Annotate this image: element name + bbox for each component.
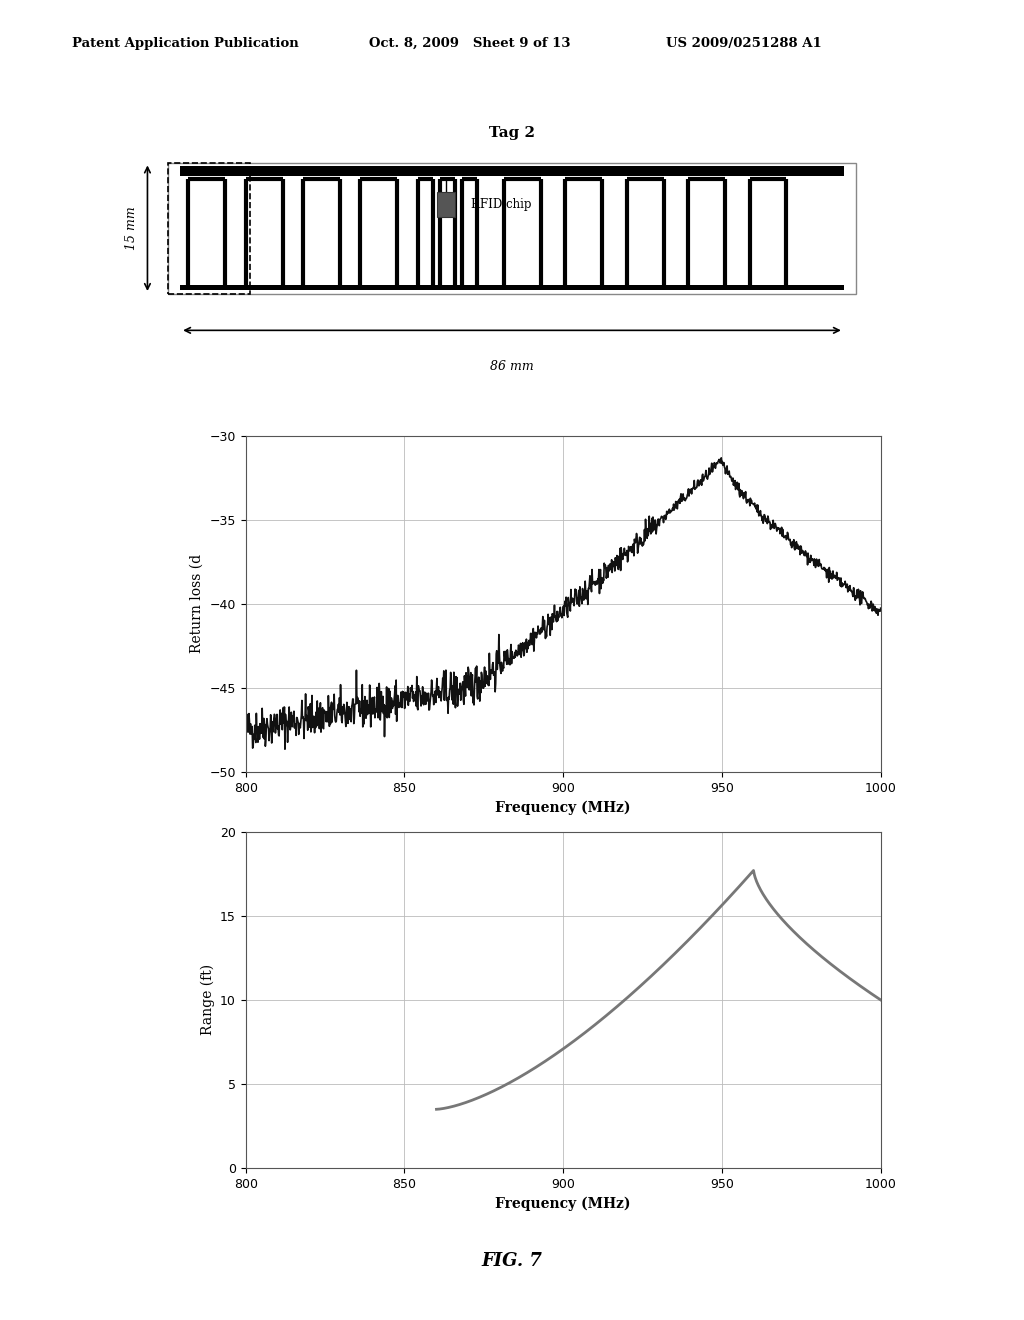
- X-axis label: Frequency (MHz): Frequency (MHz): [496, 800, 631, 814]
- Text: US 2009/0251288 A1: US 2009/0251288 A1: [666, 37, 821, 50]
- Text: RFID chip: RFID chip: [471, 198, 531, 211]
- X-axis label: Frequency (MHz): Frequency (MHz): [496, 1196, 631, 1210]
- Text: 15 mm: 15 mm: [125, 206, 137, 249]
- Bar: [168, 162, 856, 294]
- Bar: [436, 191, 455, 218]
- Text: Oct. 8, 2009   Sheet 9 of 13: Oct. 8, 2009 Sheet 9 of 13: [369, 37, 570, 50]
- Text: Patent Application Publication: Patent Application Publication: [72, 37, 298, 50]
- Text: Tag 2: Tag 2: [489, 127, 535, 140]
- Bar: [180, 285, 844, 290]
- Bar: [168, 162, 250, 294]
- Bar: [180, 166, 844, 176]
- Y-axis label: Range (ft): Range (ft): [201, 965, 215, 1035]
- Y-axis label: Return loss (d: Return loss (d: [190, 554, 204, 653]
- Text: 86 mm: 86 mm: [490, 359, 534, 372]
- Text: FIG. 7: FIG. 7: [481, 1251, 543, 1270]
